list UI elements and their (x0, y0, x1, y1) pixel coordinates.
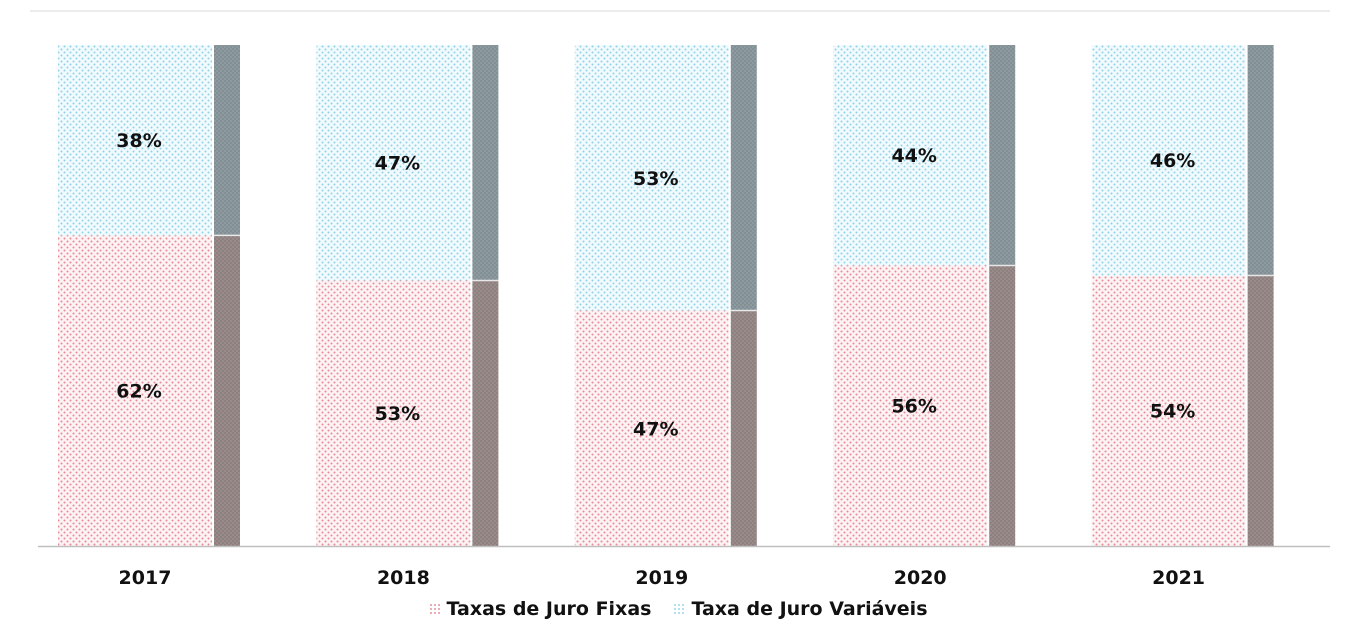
bars (58, 45, 1274, 546)
x-tick-2017: 2017 (119, 567, 172, 589)
segment-labels: 62% 38% 53% 47% 47% 53% 56% 44% 54% 46% (116, 130, 1195, 440)
bar-shade-2020-fixed (989, 265, 1016, 546)
data-label-2018-fixed: 53% (375, 403, 420, 425)
data-label-2017-fixed: 62% (116, 381, 161, 403)
x-tick-2021: 2021 (1152, 567, 1205, 589)
x-tick-2020: 2020 (894, 567, 947, 589)
data-label-2020-variable: 44% (891, 145, 936, 167)
data-label-2017-variable: 38% (116, 130, 161, 152)
data-label-2021-fixed: 54% (1150, 401, 1195, 423)
bar-shade-2018-variable (472, 45, 499, 281)
legend-swatch-fixed (428, 603, 441, 615)
bar-2019-fixed (574, 310, 729, 546)
bar-2018-fixed (316, 280, 471, 546)
bar-shade-2017-fixed (214, 235, 240, 546)
bar-2021-fixed (1091, 275, 1246, 546)
bar-2021-variable (1091, 45, 1246, 276)
bar-shade-2017-variable (214, 45, 240, 236)
data-label-2019-variable: 53% (633, 168, 678, 190)
bar-shade-2021-variable (1247, 45, 1274, 276)
legend-label-fixed: Taxas de Juro Fixas (446, 598, 652, 620)
x-tick-2019: 2019 (635, 567, 688, 589)
bar-shade-2018-fixed (472, 280, 499, 546)
bar-2017-variable (58, 45, 212, 236)
data-label-2018-variable: 47% (375, 153, 420, 175)
legend-label-variable: Taxa de Juro Variáveis (691, 598, 928, 620)
data-label-2021-variable: 46% (1150, 150, 1195, 172)
bar-shade-2021-fixed (1247, 275, 1274, 546)
legend-item-fixed: Taxas de Juro Fixas (428, 598, 652, 620)
bar-shade-2019-fixed (730, 310, 757, 546)
data-label-2019-fixed: 47% (633, 418, 678, 440)
bar-2018-variable (316, 45, 471, 281)
legend-item-variable: Taxa de Juro Variáveis (673, 598, 928, 620)
legend: Taxas de Juro Fixas Taxa de Juro Variáve… (0, 594, 1356, 624)
x-tick-2018: 2018 (377, 567, 430, 589)
bar-2019-variable (574, 45, 729, 311)
x-axis-tick-labels: 2017 2018 2019 2020 2021 (119, 567, 1205, 589)
bar-shade-2020-variable (989, 45, 1016, 266)
bar-2020-variable (833, 45, 988, 266)
bar-shade-2019-variable (730, 45, 757, 311)
bar-2017-fixed (58, 235, 212, 546)
data-label-2020-fixed: 56% (891, 396, 936, 418)
legend-swatch-variable (673, 603, 686, 615)
bar-2020-fixed (833, 265, 988, 546)
